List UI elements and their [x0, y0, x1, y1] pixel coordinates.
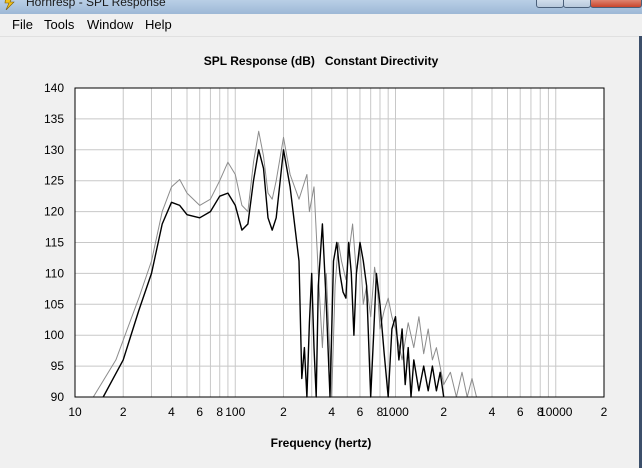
y-tick-label: 95 [51, 359, 65, 373]
menu-window[interactable]: Window [87, 17, 134, 32]
y-tick-label: 120 [44, 205, 64, 219]
menu-tools[interactable]: Tools [44, 17, 75, 32]
x-tick-label: 2 [280, 405, 287, 419]
menu-help[interactable]: Help [145, 17, 172, 32]
window-border [639, 36, 642, 468]
x-tick-label: 2 [440, 405, 447, 419]
x-tick-label: 4 [168, 405, 175, 419]
x-tick-label: 6 [357, 405, 364, 419]
y-tick-label: 110 [45, 266, 64, 280]
x-tick-label: 1000 [382, 405, 409, 419]
x-tick-label: 4 [489, 405, 496, 419]
x-tick-label: 8 [216, 405, 223, 419]
menu-bar: File Tools Window Help [0, 14, 642, 37]
title-bar: Hornresp - SPL Response [0, 0, 642, 14]
menu-file[interactable]: File [12, 17, 33, 32]
x-tick-label: 6 [517, 405, 524, 419]
y-tick-label: 125 [44, 174, 64, 188]
x-tick-label: 6 [196, 405, 203, 419]
x-tick-label: 100 [225, 405, 245, 419]
y-tick-label: 105 [44, 297, 64, 311]
chart-title-main: SPL Response (dB) [203, 54, 315, 68]
x-tick-label: 4 [328, 405, 335, 419]
x-tick-label: 2 [601, 405, 608, 419]
x-tick-label: 8 [377, 405, 384, 419]
x-axis-label: Frequency (hertz) [270, 436, 372, 450]
plot-border [74, 87, 605, 398]
x-tick-label: 10 [68, 405, 82, 419]
y-tick-label: 90 [51, 390, 65, 404]
window-title: Hornresp - SPL Response [26, 0, 166, 9]
y-tick-label: 100 [44, 328, 64, 342]
app-icon [4, 0, 15, 10]
y-tick-label: 130 [44, 143, 64, 157]
x-tick-label: 8 [537, 405, 544, 419]
chart-subtitle: Constant Directivity [324, 54, 439, 68]
x-tick-label: 2 [120, 405, 127, 419]
chart-title: SPL Response (dB) Constant Directivity [0, 54, 642, 68]
series-line [92, 130, 477, 398]
y-tick-label: 135 [44, 112, 64, 126]
y-tick-label: 115 [45, 236, 64, 250]
y-tick-label: 140 [44, 81, 64, 95]
series-line [102, 149, 445, 398]
x-tick-label: 10000 [539, 405, 573, 419]
